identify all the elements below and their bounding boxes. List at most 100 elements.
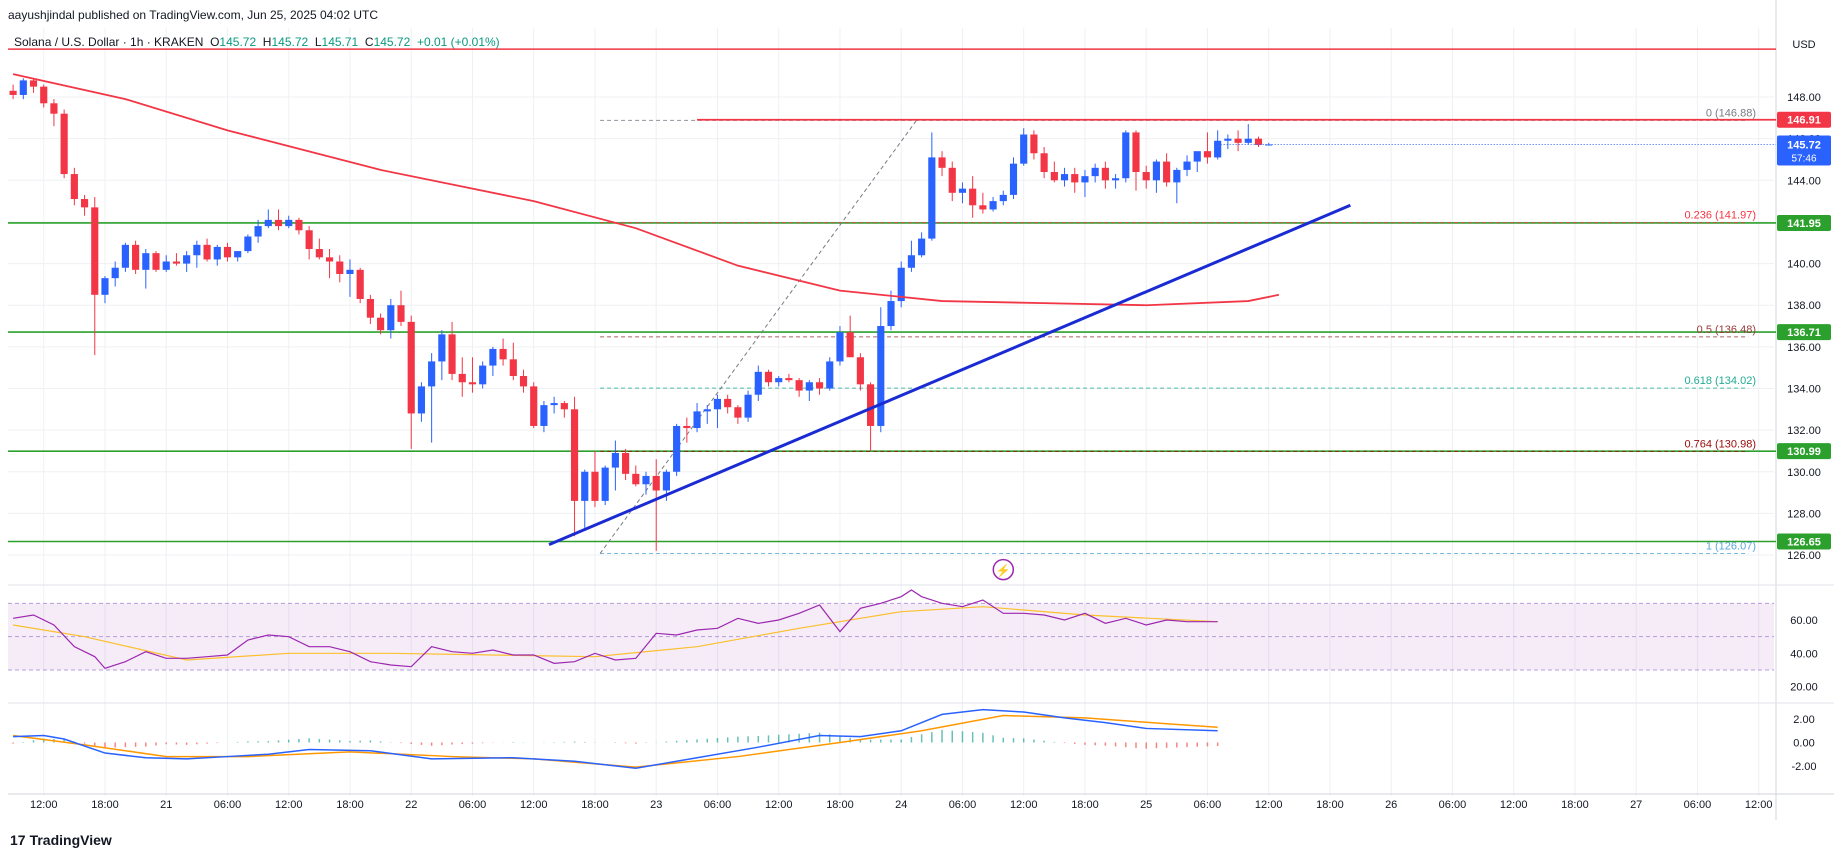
candle-body [1152,161,1160,181]
candle-body [111,267,119,279]
candle-body [938,157,946,168]
x-tick-label: 06:00 [214,799,242,811]
candle-body [50,103,58,114]
y-tick-label: 138.00 [1787,300,1821,312]
y-tick-label: 128.00 [1787,508,1821,520]
candle-body [979,205,987,210]
fib-level-label: 0.618 (134.02) [1684,375,1756,387]
candle-body [1081,176,1089,183]
candle-body [1224,138,1232,141]
y-tick-label: 136.00 [1787,342,1821,354]
candle-body [438,334,446,362]
candle-body [662,471,670,491]
candle-body [1060,174,1069,181]
support-price-tag [1777,214,1831,231]
candle-body [428,361,436,387]
candle-body [315,249,323,258]
candle-body [40,86,48,104]
open-value: 145.72 [219,35,257,49]
candle-body [1244,138,1252,143]
candle-body [1101,167,1109,181]
candle-body [448,334,456,374]
macd-tick-label: -2.00 [1791,761,1816,773]
candle-body [928,157,936,239]
candle-body [70,174,78,200]
candle-body [1173,169,1181,183]
candle-body [897,267,905,302]
x-tick-label: 18:00 [91,799,119,811]
y-tick-label: 130.00 [1787,467,1821,479]
candle-body [213,246,221,260]
candle-body [1020,134,1028,164]
x-tick-label: 27 [1630,799,1642,811]
low-value: 145.71 [321,35,359,49]
bullish-trendline [548,203,1351,546]
candle-body [642,475,650,485]
rsi-ma-line [13,606,1218,661]
y-tick-label: 140.00 [1787,259,1821,271]
candle-body [377,317,385,331]
moving-average-line [12,73,1280,307]
candle-body [132,244,140,270]
candle-body [407,321,415,414]
y-tick-label: 144.00 [1787,175,1821,187]
candle-body [907,255,915,268]
candle-body [581,471,589,501]
candle-body [183,255,191,264]
candle-body [703,409,711,412]
candle-body [764,371,773,383]
x-tick-label: 06:00 [1684,799,1712,811]
candle-body [101,278,109,295]
candle-body [1193,151,1201,162]
candle-body [805,382,813,391]
candle-body [254,226,262,237]
candle-body [867,384,875,426]
candle-body [1030,134,1038,154]
x-tick-label: 18:00 [1561,799,1589,811]
candle-body [693,411,701,429]
candle-body [285,219,293,227]
candle-body [397,305,405,322]
rsi-line [13,589,1218,670]
candle-body [60,113,68,175]
x-tick-label: 18:00 [1316,799,1344,811]
macd-signal-line [13,714,1218,768]
candle-body [172,261,181,264]
x-tick-label: 18:00 [336,799,364,811]
x-tick-label: 18:00 [1071,799,1099,811]
candle-body [601,467,609,501]
y-tick-label: 126.00 [1787,550,1821,562]
candle-body [969,188,977,206]
candle-body [264,219,272,227]
candle-body [570,409,579,501]
x-tick-label: 12:00 [520,799,548,811]
candle-body [336,261,344,274]
y-tick-label: 148.00 [1787,92,1821,104]
candle-body [234,251,242,258]
y-tick-label: 134.00 [1787,383,1821,395]
candle-body [652,475,660,491]
bar-countdown-label: 57:46 [1791,154,1816,165]
x-tick-label: 12:00 [1500,799,1528,811]
high-label: H [262,35,272,49]
fib-trend-diagonal [599,120,917,554]
macd-line [13,708,1218,770]
x-tick-label: 12:00 [1745,799,1773,811]
y-tick-label: 132.00 [1787,425,1821,437]
lightning-icon [992,558,1015,581]
x-tick-label: 22 [405,799,417,811]
rsi-tick-label: 40.00 [1790,648,1818,660]
candle-body [29,80,38,87]
candle-body [274,219,283,227]
x-tick-label: 12:00 [1255,799,1283,811]
candle-body [734,407,742,418]
candle-body [826,361,834,389]
candle-body [622,453,630,474]
tradingview-brand[interactable]: 17 TradingView [10,832,112,848]
lightning-glyph: ⚡ [996,564,1011,578]
candle-body [887,301,895,327]
x-tick-label: 06:00 [1194,799,1222,811]
candle-body [121,244,129,268]
candle-body [1122,132,1130,179]
